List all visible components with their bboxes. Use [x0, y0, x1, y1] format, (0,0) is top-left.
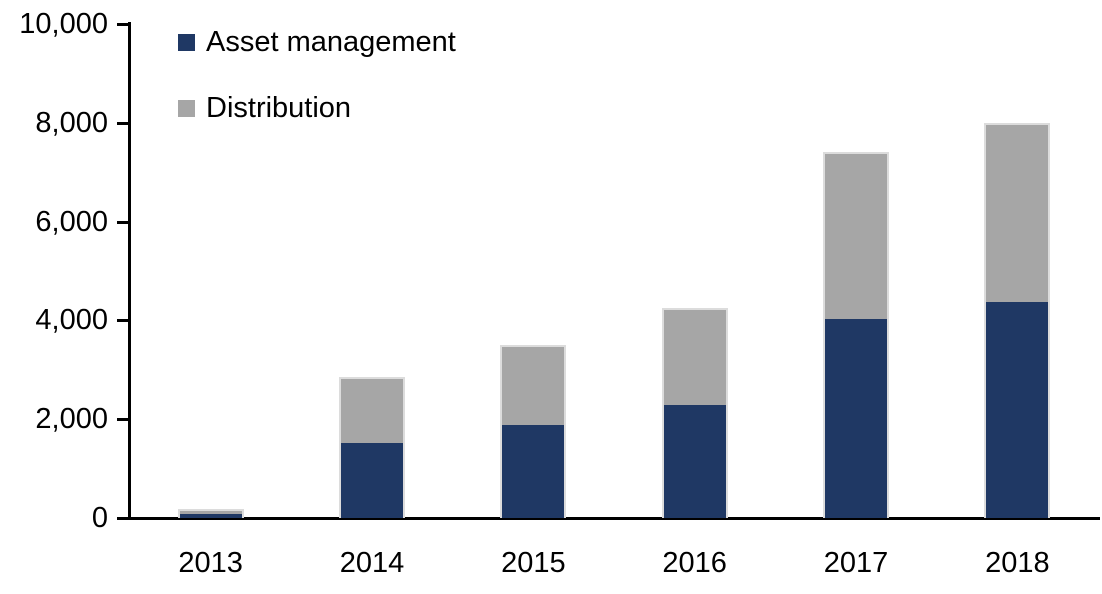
- y-tick-mark-10000: [117, 23, 130, 26]
- bar-2015: [500, 345, 567, 518]
- bar-2014: [339, 377, 405, 518]
- x-tick-label-2016: 2016: [662, 547, 727, 579]
- legend: Asset management Distribution: [178, 27, 456, 159]
- legend-label-distribution: Distribution: [206, 92, 352, 124]
- y-tick-label-0: 0: [91, 502, 108, 534]
- x-tick-label-2013: 2013: [178, 547, 243, 579]
- y-tick-label-4000: 4,000: [35, 304, 108, 337]
- y-tick-mark-2000: [117, 418, 130, 422]
- bar-segment-2013-asset-management: [179, 514, 242, 518]
- bar-segment-2018-asset-management: [986, 301, 1049, 518]
- bar-segment-2015-asset-management: [502, 425, 565, 518]
- y-tick-mark-4000: [117, 319, 130, 323]
- legend-item-asset-management: Asset management: [178, 27, 456, 58]
- bar-segment-2016-distribution: [663, 310, 726, 406]
- y-tick-label-10000: 10,000: [19, 8, 108, 40]
- x-tick-label-2017: 2017: [823, 547, 889, 579]
- x-tick-label-2014: 2014: [339, 547, 405, 579]
- bar-2016: [661, 308, 728, 518]
- legend-item-distribution: Distribution: [178, 93, 456, 124]
- legend-swatch-distribution-icon: [178, 100, 195, 117]
- x-tick-label-2015: 2015: [501, 547, 566, 579]
- legend-swatch-asset-management-icon: [178, 34, 195, 51]
- y-tick-mark-6000: [117, 220, 130, 224]
- bar-segment-2016-asset-management: [663, 405, 726, 518]
- bar-segment-2018-distribution: [986, 124, 1049, 302]
- y-tick-label-6000: 6,000: [35, 205, 108, 238]
- bar-2017: [823, 152, 889, 518]
- bar-2013: [177, 508, 244, 518]
- bar-segment-2017-asset-management: [825, 319, 887, 518]
- bar-segment-2015-distribution: [502, 347, 565, 426]
- bar-2018: [984, 122, 1051, 518]
- x-axis-line: [117, 517, 1100, 520]
- bar-segment-2013-distribution: [179, 510, 242, 515]
- bar-segment-2014-distribution: [341, 379, 403, 443]
- legend-label-asset-management: Asset management: [206, 26, 456, 58]
- bar-segment-2014-asset-management: [341, 442, 403, 518]
- bar-segment-2017-distribution: [825, 154, 887, 320]
- y-tick-label-8000: 8,000: [35, 106, 108, 139]
- y-tick-label-2000: 2,000: [35, 403, 108, 436]
- x-tick-label-2018: 2018: [985, 547, 1050, 579]
- y-axis-line: [128, 22, 131, 520]
- y-tick-mark-8000: [117, 121, 130, 125]
